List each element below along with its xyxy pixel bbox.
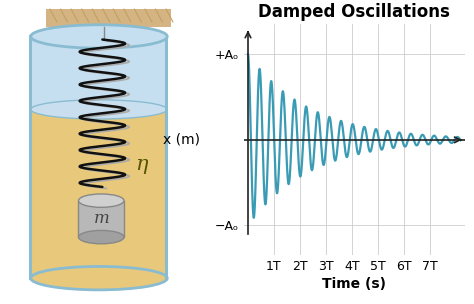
X-axis label: Time (s): Time (s) xyxy=(322,277,386,292)
Bar xyxy=(29,36,166,109)
Ellipse shape xyxy=(31,100,167,119)
Title: Damped Oscillations: Damped Oscillations xyxy=(258,3,450,21)
Ellipse shape xyxy=(79,230,124,244)
Y-axis label: x (m): x (m) xyxy=(163,133,200,147)
Bar xyxy=(79,201,124,237)
Ellipse shape xyxy=(31,25,167,48)
Bar xyxy=(46,9,171,27)
Ellipse shape xyxy=(31,266,167,290)
Text: m: m xyxy=(93,210,109,227)
Text: η: η xyxy=(135,155,147,174)
Bar xyxy=(29,109,166,278)
Ellipse shape xyxy=(79,194,124,207)
